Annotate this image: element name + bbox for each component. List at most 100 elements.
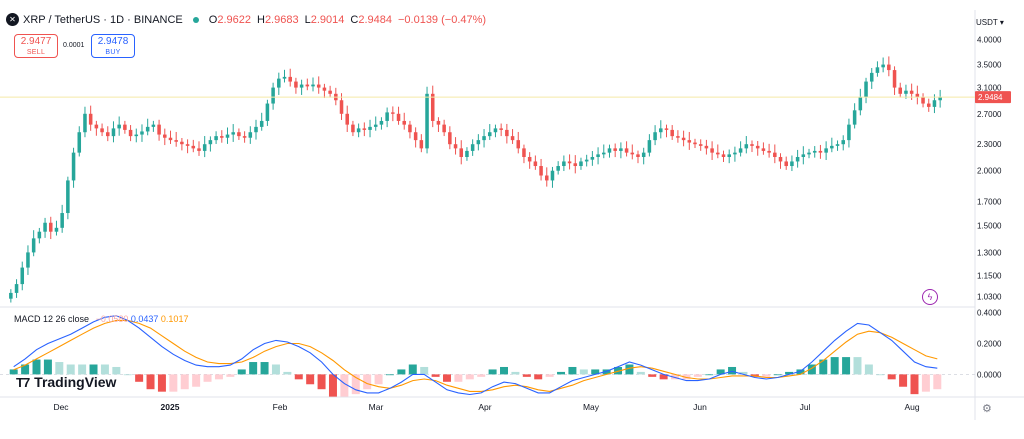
buy-label: BUY [105,49,121,56]
candle-body [647,140,652,153]
symbol-title[interactable]: XRP / TetherUS · 1D · BINANCE [23,13,183,26]
macd-histogram-bar [214,374,223,380]
sell-button[interactable]: 2.9477 SELL [14,34,58,58]
candle-body [470,144,475,151]
candle-body [151,124,156,127]
macd-histogram-bar [625,364,634,375]
ohlc-high-key: H [256,13,265,26]
candle-body [197,148,201,151]
macd-histogram-bar [910,374,919,395]
candle-body [664,128,669,130]
candle-body [607,148,612,153]
candle-body [801,154,806,157]
macd-histogram-bar [819,359,828,375]
candle-body [681,137,686,141]
candle-body [43,222,47,232]
tradingview-logo[interactable]: T7 TradingView [16,374,116,390]
macd-histogram-bar [363,374,372,390]
macd-histogram-bar [203,374,212,382]
currency-selector[interactable]: USDT ▾ [976,18,1004,27]
candle-body [14,284,19,293]
candle-body [790,161,794,167]
macd-histogram-bar [853,357,862,375]
candle-body [385,112,389,121]
candle-body [220,136,224,138]
candle-body [396,113,401,121]
candle-body [425,93,429,149]
price-tick-label: 3.5000 [977,61,1002,70]
candle-body [345,113,349,125]
candle-body [163,134,167,138]
candle-body [282,76,287,79]
candle-body [128,129,133,137]
macd-histogram-bar [522,374,531,377]
buy-price: 2.9478 [97,36,129,47]
candle-body [544,175,549,181]
gear-icon[interactable]: ⚙ [982,403,992,415]
macd-histogram-bar [146,374,155,390]
candle-body [550,170,555,181]
candle-body [487,132,492,137]
candle-body [459,148,464,157]
candle-body [653,132,657,141]
candle-body [311,84,315,87]
candle-body [180,141,184,145]
candle-body [26,252,30,268]
ohlc-open-key: O [208,13,218,26]
candle-body [926,103,931,107]
macd-histogram-bar [123,374,132,376]
macd-histogram-bar [294,374,303,380]
macd-histogram-bar [100,364,109,375]
macd-histogram-bar [374,374,383,385]
candle-body [533,161,538,167]
macd-histogram-bar [762,374,771,377]
candle-body [812,150,817,153]
macd-histogram-bar [192,374,201,387]
macd-histogram-bar [785,371,794,375]
candle-body [630,152,635,155]
macd-histogram-bar [32,359,41,375]
candle-body [641,152,646,157]
buy-button[interactable]: 2.9478 BUY [91,34,135,58]
lightning-icon[interactable]: ϟ [922,289,938,305]
candle-body [659,128,663,133]
price-tick-label: 1.3000 [977,248,1002,257]
price-tick-label: 1.7000 [977,198,1002,207]
candle-body [932,100,937,107]
macd-histogram-bar [739,371,748,375]
candle-body [442,124,446,133]
macd-histogram-bar [66,364,75,375]
candle-body [94,124,99,129]
macd-histogram-bar [351,374,360,395]
macd-histogram-bar [443,374,451,382]
candle-body [31,238,36,253]
candle-body [904,90,908,94]
candle-body [596,154,600,157]
macd-histogram-bar [830,357,839,375]
candle-body [852,110,857,125]
macd-histogram-bar [237,369,246,375]
candle-body [909,90,914,94]
spread-value: 0.0001 [63,42,85,49]
candle-body [231,132,235,135]
chart-header: ✕ XRP / TetherUS · 1D · BINANCE O 2.9622 … [6,13,492,26]
ohlc-close-key: C [350,13,359,26]
candle-body [71,152,76,181]
candle-body [773,152,777,157]
macd-histogram-bar [317,374,326,390]
market-status-icon [192,16,199,23]
candle-body [830,145,834,149]
time-tick-label: Apr [478,402,491,412]
candle-body [265,103,270,121]
candle-body [510,136,515,141]
ohlc-low-key: L [304,13,311,26]
candle-body [898,87,903,94]
macd-legend[interactable]: MACD 12 26 close −0.0580 0.0437 0.1017 [14,314,188,324]
candle-body [921,97,925,104]
macd-histogram-bar [511,371,520,375]
candle-body [145,126,150,132]
macd-histogram-bar [807,364,816,375]
candle-body [887,64,891,71]
candle-body [288,76,292,82]
